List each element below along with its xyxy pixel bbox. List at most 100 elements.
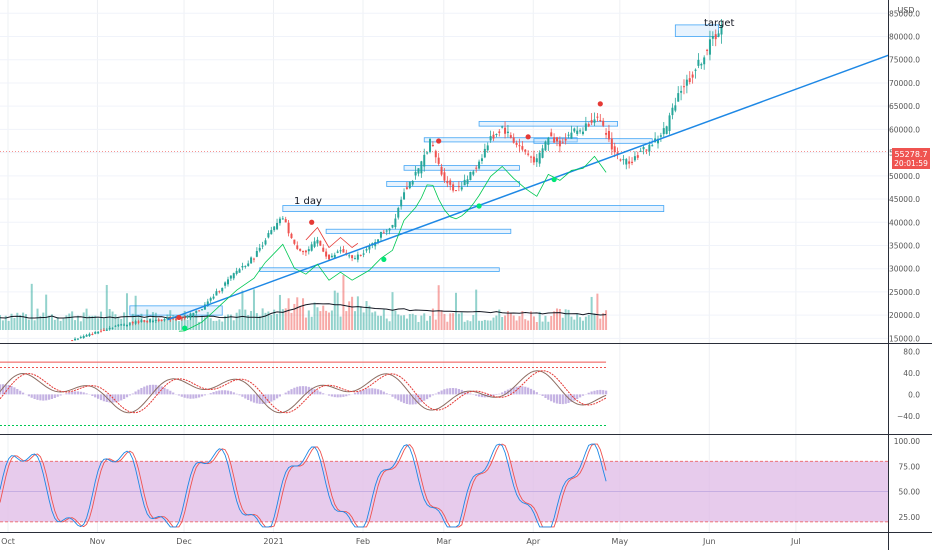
candle-body — [469, 171, 472, 181]
volume-bar — [368, 305, 371, 330]
candle-body — [405, 187, 408, 189]
buy-signal-marker — [476, 203, 482, 209]
candle-body — [518, 145, 521, 147]
volume-bar — [79, 321, 82, 330]
x-tick-label: Oct — [1, 537, 15, 546]
support-box — [478, 121, 619, 127]
y-tick-label: 15000.0 — [889, 334, 920, 343]
candle-body — [564, 138, 567, 141]
candle-body — [336, 251, 339, 253]
volume-bar — [374, 311, 377, 330]
volume-bar — [42, 312, 45, 330]
volume-bar — [483, 319, 486, 330]
volume-bar — [226, 314, 229, 330]
volume-bar — [97, 318, 100, 330]
volume-bar — [530, 311, 533, 330]
price-pane — [0, 19, 890, 342]
volume-bar — [420, 315, 423, 330]
candle-body — [186, 315, 189, 318]
candle-body — [717, 33, 720, 37]
volume-bar — [359, 306, 362, 330]
candle-body — [579, 130, 582, 132]
candle-body — [431, 144, 434, 146]
candle-body — [146, 321, 149, 323]
candle-body — [682, 86, 685, 88]
candle-body — [175, 319, 178, 321]
candle-body — [218, 291, 221, 293]
candle-body — [209, 298, 212, 301]
stoch-tick-label: 25.00 — [899, 513, 921, 522]
candle-body — [466, 179, 469, 185]
y-tick-label: 30000.0 — [889, 265, 920, 274]
volume-bar — [16, 312, 19, 330]
candle-body — [368, 245, 371, 250]
candle-body — [362, 253, 365, 255]
volume-bar — [498, 309, 501, 330]
volume-bar — [414, 315, 417, 330]
volume-bar — [385, 318, 388, 330]
candle-body — [224, 282, 227, 286]
candle-body — [454, 190, 457, 192]
candle-body — [403, 192, 406, 200]
candle-body — [97, 331, 100, 334]
candle-body — [342, 249, 345, 253]
candle-body — [131, 322, 134, 324]
buy-signal-marker — [182, 325, 188, 331]
candle-body — [108, 327, 111, 330]
volume-bar — [371, 312, 374, 330]
support-box — [533, 138, 653, 144]
x-tick-label: Apr — [526, 537, 541, 546]
volume-bar — [270, 314, 273, 330]
candle-body — [639, 150, 642, 152]
candle-body — [88, 333, 91, 337]
candle-body — [247, 263, 250, 266]
volume-bar — [558, 308, 561, 330]
candle-body — [452, 184, 455, 191]
volume-bar — [325, 310, 328, 330]
trailing-stop-down — [305, 226, 359, 249]
candle-body — [241, 266, 244, 268]
candle-body — [429, 138, 432, 152]
candle-body — [420, 161, 423, 174]
volume-bar — [307, 310, 310, 330]
volume-bar — [198, 321, 201, 330]
volume-bar — [146, 309, 149, 330]
candle-body — [304, 250, 307, 253]
candle-body — [149, 319, 152, 322]
volume-bar — [186, 319, 189, 330]
candle-body — [561, 142, 564, 144]
candle-body — [501, 126, 504, 128]
candle-body — [328, 254, 331, 260]
volume-bar — [302, 298, 305, 330]
volume-bar — [581, 320, 584, 330]
one-day-annotation: 1 day — [294, 196, 322, 207]
current-price-value: 55278.7 — [894, 150, 927, 159]
rsi-tick-label: 40.0 — [903, 369, 920, 378]
volume-bar — [328, 312, 331, 330]
countdown-value: 20:01:59 — [894, 159, 928, 168]
candle-body — [206, 301, 209, 306]
candle-body — [486, 145, 489, 151]
volume-bar — [426, 320, 429, 330]
candle-body — [333, 254, 336, 258]
candle-body — [235, 270, 238, 274]
candle-body — [475, 167, 478, 169]
candle-body — [258, 247, 261, 251]
candle-body — [584, 123, 587, 131]
candle-body — [700, 63, 703, 66]
candle-body — [154, 319, 157, 322]
volume-bar — [221, 321, 224, 330]
candle-body — [105, 329, 108, 331]
volume-bar — [434, 319, 437, 330]
volume-bar — [85, 308, 88, 330]
candle-body — [157, 319, 160, 321]
volume-bar — [397, 314, 400, 330]
volume-bar — [232, 320, 235, 330]
volume-bar — [88, 315, 91, 330]
volume-bar — [492, 317, 495, 330]
volume-bar — [24, 314, 27, 330]
volume-bar — [284, 308, 287, 330]
candle-body — [408, 181, 411, 189]
volume-bar — [125, 293, 128, 330]
